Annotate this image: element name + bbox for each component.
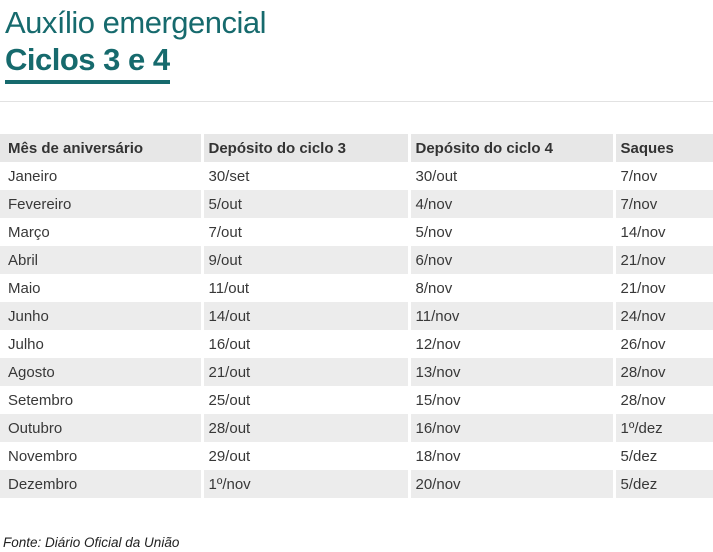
payment-calendar-table: Mês de aniversário Depósito do ciclo 3 D… bbox=[0, 134, 713, 498]
date-cell: 26/nov bbox=[612, 330, 713, 358]
date-cell: 16/nov bbox=[407, 414, 614, 442]
date-cell: 21/nov bbox=[612, 246, 713, 274]
date-cell: 6/nov bbox=[407, 246, 614, 274]
date-cell: 1º/nov bbox=[200, 470, 409, 498]
month-cell: Março bbox=[0, 218, 202, 246]
date-cell: 29/out bbox=[200, 442, 409, 470]
date-cell: 20/nov bbox=[407, 470, 614, 498]
date-cell: 8/nov bbox=[407, 274, 614, 302]
column-header-withdrawals: Saques bbox=[612, 134, 713, 162]
table-row: Março 7/out 5/nov 14/nov bbox=[0, 218, 713, 246]
date-cell: 4/nov bbox=[407, 190, 614, 218]
month-cell: Setembro bbox=[0, 386, 202, 414]
column-header-cycle3-deposit: Depósito do ciclo 3 bbox=[200, 134, 409, 162]
date-cell: 30/set bbox=[200, 162, 409, 190]
date-cell: 25/out bbox=[200, 386, 409, 414]
table-row: Setembro 25/out 15/nov 28/nov bbox=[0, 386, 713, 414]
date-cell: 7/nov bbox=[612, 190, 713, 218]
date-cell: 11/out bbox=[200, 274, 409, 302]
date-cell: 5/nov bbox=[407, 218, 614, 246]
table-row: Janeiro 30/set 30/out 7/nov bbox=[0, 162, 713, 190]
month-cell: Junho bbox=[0, 302, 202, 330]
date-cell: 13/nov bbox=[407, 358, 614, 386]
date-cell: 28/out bbox=[200, 414, 409, 442]
month-cell: Agosto bbox=[0, 358, 202, 386]
date-cell: 1º/dez bbox=[612, 414, 713, 442]
date-cell: 11/nov bbox=[407, 302, 614, 330]
month-cell: Dezembro bbox=[0, 470, 202, 498]
table-row: Dezembro 1º/nov 20/nov 5/dez bbox=[0, 470, 713, 498]
month-cell: Abril bbox=[0, 246, 202, 274]
date-cell: 12/nov bbox=[407, 330, 614, 358]
table-row: Novembro 29/out 18/nov 5/dez bbox=[0, 442, 713, 470]
date-cell: 21/nov bbox=[612, 274, 713, 302]
date-cell: 16/out bbox=[200, 330, 409, 358]
table-header: Mês de aniversário Depósito do ciclo 3 D… bbox=[0, 134, 713, 162]
table-row: Junho 14/out 11/nov 24/nov bbox=[0, 302, 713, 330]
date-cell: 15/nov bbox=[407, 386, 614, 414]
month-cell: Julho bbox=[0, 330, 202, 358]
table-row: Maio 11/out 8/nov 21/nov bbox=[0, 274, 713, 302]
month-cell: Outubro bbox=[0, 414, 202, 442]
table-body: Janeiro 30/set 30/out 7/nov Fevereiro 5/out 4/… bbox=[0, 162, 713, 498]
month-cell: Novembro bbox=[0, 442, 202, 470]
date-cell: 7/out bbox=[200, 218, 409, 246]
table-row: Julho 16/out 12/nov 26/nov bbox=[0, 330, 713, 358]
source-credit: Fonte: Diário Oficial da União bbox=[3, 535, 180, 550]
month-cell: Maio bbox=[0, 274, 202, 302]
date-cell: 5/out bbox=[200, 190, 409, 218]
table-row: Outubro 28/out 16/nov 1º/dez bbox=[0, 414, 713, 442]
date-cell: 28/nov bbox=[612, 386, 713, 414]
date-cell: 5/dez bbox=[612, 442, 713, 470]
month-cell: Fevereiro bbox=[0, 190, 202, 218]
header-divider bbox=[0, 101, 713, 102]
date-cell: 9/out bbox=[200, 246, 409, 274]
date-cell: 5/dez bbox=[612, 470, 713, 498]
column-header-cycle4-deposit: Depósito do ciclo 4 bbox=[407, 134, 614, 162]
table-row: Agosto 21/out 13/nov 28/nov bbox=[0, 358, 713, 386]
table-header-row: Mês de aniversário Depósito do ciclo 3 D… bbox=[0, 134, 713, 162]
page-title: Auxílio emergencial bbox=[5, 5, 267, 40]
date-cell: 7/nov bbox=[612, 162, 713, 190]
table-row: Fevereiro 5/out 4/nov 7/nov bbox=[0, 190, 713, 218]
table-row: Abril 9/out 6/nov 21/nov bbox=[0, 246, 713, 274]
page-subtitle: Ciclos 3 e 4 bbox=[5, 41, 170, 84]
date-cell: 24/nov bbox=[612, 302, 713, 330]
date-cell: 28/nov bbox=[612, 358, 713, 386]
date-cell: 18/nov bbox=[407, 442, 614, 470]
infographic-header: Auxílio emergencial Ciclos 3 e 4 bbox=[0, 0, 713, 84]
month-cell: Janeiro bbox=[0, 162, 202, 190]
date-cell: 14/out bbox=[200, 302, 409, 330]
date-cell: 30/out bbox=[407, 162, 614, 190]
column-header-birth-month: Mês de aniversário bbox=[0, 134, 202, 162]
date-cell: 21/out bbox=[200, 358, 409, 386]
date-cell: 14/nov bbox=[612, 218, 713, 246]
